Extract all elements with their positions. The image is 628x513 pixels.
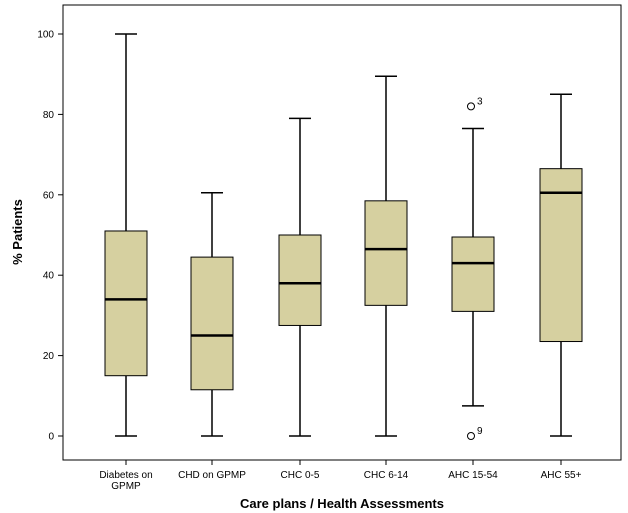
category-label: CHC 0-5 (281, 470, 320, 481)
iqr-box (190, 256, 234, 391)
iqr-box (278, 234, 322, 326)
boxes-layer: 39 (104, 33, 583, 440)
x-axis-title: Care plans / Health Assessments (240, 496, 444, 511)
iqr-box (104, 230, 148, 377)
box-group: 39 (451, 96, 495, 440)
y-tick-label: 80 (43, 110, 55, 121)
plot-frame (62, 4, 622, 461)
y-tick-label: 0 (48, 432, 54, 443)
category-label: Diabetes on (99, 470, 152, 481)
category-label: AHC 15-54 (448, 470, 498, 481)
box-group (190, 192, 234, 437)
box-group (364, 75, 408, 437)
outlier-label: 3 (477, 96, 483, 107)
category-label: CHC 6-14 (364, 470, 409, 481)
category-label: AHC 55+ (541, 470, 582, 481)
y-tick-label: 60 (43, 190, 55, 201)
outlier-label: 9 (477, 426, 483, 437)
category-label: GPMP (111, 481, 141, 492)
box-group (278, 117, 322, 437)
outlier-point (467, 432, 475, 440)
y-axis-title: % Patients (10, 199, 25, 265)
iqr-box (364, 200, 408, 306)
box-group (539, 93, 583, 437)
outlier-point (467, 102, 475, 111)
y-axis: 0 20 40 60 80 100 (37, 30, 63, 443)
y-tick-label: 20 (43, 351, 55, 362)
y-tick-label: 40 (43, 271, 55, 282)
y-tick-label: 100 (37, 30, 54, 41)
category-label: CHD on GPMP (178, 470, 246, 481)
iqr-box (451, 236, 495, 312)
iqr-box (539, 168, 583, 343)
box-group (104, 33, 148, 437)
